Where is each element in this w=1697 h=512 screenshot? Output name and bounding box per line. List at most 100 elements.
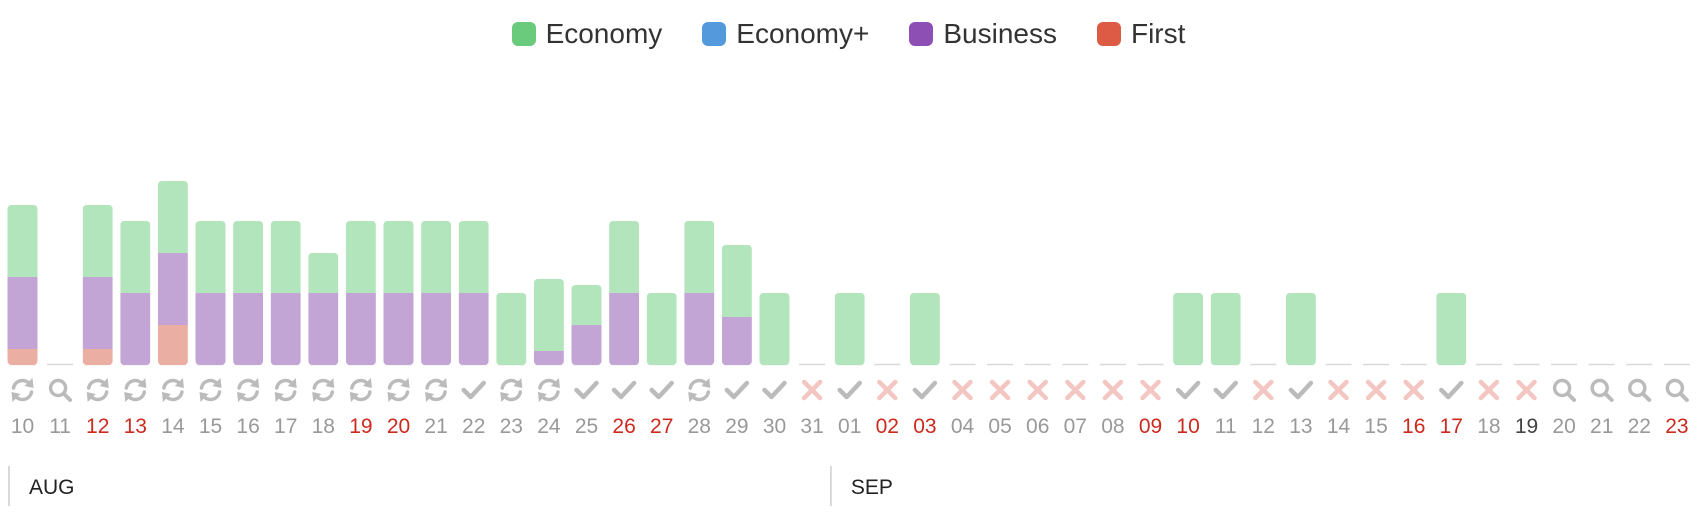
day-tick-label: 22 — [1628, 415, 1651, 438]
bar-stack — [1436, 293, 1467, 365]
status-x-icon — [1365, 379, 1387, 401]
status-refresh-icon[interactable] — [537, 378, 560, 402]
status-refresh-icon[interactable] — [387, 378, 410, 402]
status-refresh-icon[interactable] — [161, 378, 184, 402]
bar-segment-business — [421, 293, 452, 365]
status-check-icon — [912, 380, 938, 400]
bar-segment-economy — [533, 279, 564, 351]
bar-stack — [157, 181, 188, 365]
day-tick-label: 31 — [800, 415, 823, 438]
bar-stack — [721, 245, 752, 365]
day-tick-label: 08 — [1101, 415, 1124, 438]
bar-stack — [571, 285, 602, 365]
status-refresh-icon[interactable] — [237, 378, 260, 402]
bar-stack — [1285, 293, 1316, 365]
bar-segment-first — [7, 349, 38, 365]
status-refresh-icon[interactable] — [199, 378, 222, 402]
bar-segment-economy — [7, 205, 38, 277]
day-tick-label: 15 — [199, 415, 222, 438]
bar-segment-economy — [684, 221, 715, 293]
bar-segment-economy — [646, 293, 677, 365]
day-tick-label: 01 — [838, 415, 861, 438]
legend-swatch-business — [909, 22, 934, 46]
legend-item-first[interactable]: First — [1096, 18, 1186, 50]
status-check-icon — [1439, 380, 1464, 400]
status-search-icon[interactable] — [1665, 378, 1689, 402]
status-refresh-icon[interactable] — [124, 378, 147, 402]
status-search-icon[interactable] — [1590, 378, 1614, 402]
bar-segment-first — [82, 349, 113, 365]
day-tick-label: 29 — [725, 415, 748, 438]
status-search-icon[interactable] — [48, 378, 73, 402]
status-refresh-icon[interactable] — [500, 378, 523, 402]
legend-item-economy[interactable]: Economy — [511, 18, 663, 50]
bar-stack — [909, 293, 940, 365]
bar-stack — [834, 293, 865, 365]
status-check-icon — [649, 380, 674, 400]
legend-item-business[interactable]: Business — [909, 18, 1057, 50]
legend-label: Economy — [545, 18, 663, 49]
status-refresh-icon[interactable] — [349, 378, 372, 402]
bar-stack — [609, 221, 640, 365]
bar-segment-economy — [1285, 293, 1316, 365]
day-tick-label: 12 — [1252, 415, 1275, 438]
status-search-icon[interactable] — [1552, 378, 1577, 402]
bar-segment-business — [308, 293, 339, 365]
bar-stack — [646, 293, 677, 365]
status-check-icon — [1213, 380, 1238, 400]
day-tick-label: 13 — [124, 415, 147, 438]
status-x-icon — [1478, 379, 1500, 401]
status-refresh-icon[interactable] — [425, 378, 448, 402]
month-label: AUG — [29, 476, 75, 499]
day-tick-label: 22 — [462, 415, 485, 438]
status-refresh-icon[interactable] — [11, 378, 34, 402]
day-tick-label: 14 — [1327, 415, 1351, 438]
day-tick-label: 09 — [1139, 415, 1162, 438]
day-tick-label: 11 — [49, 415, 71, 438]
legend-label: Economy+ — [736, 18, 870, 49]
day-tick-label: 19 — [1515, 415, 1538, 438]
status-check-icon — [762, 380, 787, 400]
day-tick-label: 25 — [575, 415, 598, 438]
bar-segment-business — [120, 293, 151, 365]
bar-stack — [345, 221, 376, 365]
bar-segment-economy — [308, 253, 339, 293]
status-search-icon[interactable] — [1628, 378, 1652, 402]
bar-segment-economy — [421, 221, 452, 293]
status-refresh-icon[interactable] — [86, 378, 109, 402]
day-tick-label: 23 — [500, 415, 523, 438]
day-tick-label: 04 — [951, 415, 975, 438]
bar-stack — [308, 253, 339, 365]
status-x-icon — [1328, 379, 1349, 401]
day-tick-label: 23 — [1665, 415, 1688, 438]
status-check-icon — [1288, 380, 1314, 400]
bar-stack — [759, 293, 790, 365]
bar-segment-economy — [233, 221, 264, 293]
bar-segment-economy — [609, 221, 640, 293]
bar-stack — [533, 279, 564, 365]
day-tick-label: 19 — [349, 415, 372, 438]
day-tick-label: 27 — [650, 415, 673, 438]
status-check-icon — [837, 380, 862, 400]
status-check-icon — [461, 380, 486, 400]
status-x-icon — [877, 379, 898, 401]
day-tick-label: 10 — [11, 415, 34, 438]
bar-segment-business — [571, 325, 602, 365]
bar-segment-economy — [82, 205, 113, 277]
day-tick-label: 24 — [537, 415, 561, 438]
legend-item-economy-plus[interactable]: Economy+ — [702, 18, 869, 50]
status-refresh-icon[interactable] — [312, 378, 335, 402]
legend-label: First — [1130, 18, 1186, 49]
day-tick-label: 21 — [424, 415, 447, 438]
bar-segment-economy — [834, 293, 865, 365]
status-x-icon — [952, 379, 973, 401]
bar-segment-economy — [1173, 293, 1204, 365]
status-refresh-icon[interactable] — [688, 378, 711, 402]
bar-stack — [458, 221, 489, 365]
bar-stack — [233, 221, 264, 365]
status-refresh-icon[interactable] — [274, 378, 297, 402]
day-tick-label: 28 — [688, 415, 711, 438]
bar-segment-business — [157, 253, 188, 325]
bar-segment-business — [82, 277, 113, 349]
